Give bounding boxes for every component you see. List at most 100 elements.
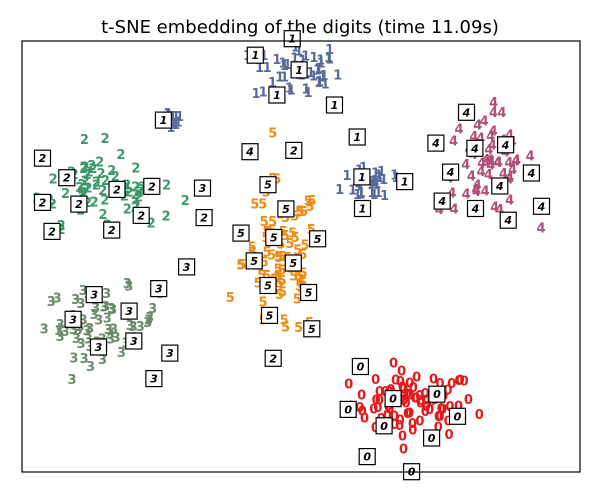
point-digit-1: 1 <box>357 186 366 201</box>
point-digit-4: 4 <box>504 156 513 171</box>
thumbnail-box <box>457 103 476 121</box>
point-digit-1: 1 <box>280 59 289 74</box>
thumbnail-digit-1: 1 <box>154 111 172 129</box>
point-digit-1: 1 <box>367 186 376 201</box>
point-digit-1: 1 <box>380 189 389 204</box>
thumbnail-label: 4 <box>501 139 510 152</box>
thumbnail-box <box>351 357 369 376</box>
point-digit-3: 3 <box>112 331 121 346</box>
point-digit-3: 3 <box>56 318 65 333</box>
point-digit-2: 2 <box>138 180 147 195</box>
point-digit-1: 1 <box>390 168 399 183</box>
thumbnail-box <box>283 30 301 48</box>
point-digit-5: 5 <box>250 197 259 212</box>
thumbnail-digit-0: 0 <box>428 385 446 403</box>
point-digit-2: 2 <box>81 161 90 176</box>
point-digit-2: 2 <box>81 175 90 190</box>
point-digit-3: 3 <box>108 303 117 318</box>
point-digit-4: 4 <box>505 193 514 208</box>
point-digit-1: 1 <box>324 51 333 66</box>
thumbnail-digit-5: 5 <box>277 200 295 218</box>
point-digit-2: 2 <box>116 148 125 163</box>
thumbnail-box <box>120 302 138 320</box>
point-digit-0: 0 <box>415 389 424 404</box>
point-digit-4: 4 <box>481 184 490 199</box>
thumbnail-digit-3: 3 <box>85 286 103 304</box>
thumbnail-label: 3 <box>166 347 174 360</box>
thumbnail-digit-0: 0 <box>375 417 393 435</box>
thumbnail-label: 2 <box>108 224 116 237</box>
thumbnail-box <box>232 224 250 242</box>
point-digit-4: 4 <box>505 129 514 144</box>
point-digit-0: 0 <box>443 383 452 398</box>
thumbnail-box <box>195 209 213 227</box>
point-digit-5: 5 <box>278 286 287 301</box>
point-digit-3: 3 <box>123 277 132 292</box>
point-digit-5: 5 <box>273 271 282 286</box>
thumbnail-digit-0: 0 <box>339 400 357 418</box>
point-digit-1: 1 <box>251 87 260 102</box>
point-digit-5: 5 <box>295 205 304 220</box>
thumbnail-box <box>33 193 52 211</box>
point-digit-1: 1 <box>325 52 334 67</box>
point-digit-4: 4 <box>488 138 497 153</box>
point-digit-1: 1 <box>314 62 323 77</box>
thumbnail-box <box>448 407 467 425</box>
point-digit-1: 1 <box>309 51 318 66</box>
thumbnail-label: 1 <box>273 89 281 102</box>
thumbnail-label: 2 <box>148 180 156 193</box>
point-digit-4: 4 <box>447 187 456 202</box>
point-digit-1: 1 <box>272 53 281 68</box>
thumbnail-label: 0 <box>428 432 436 445</box>
point-digit-3: 3 <box>105 328 114 343</box>
thumbnail-digit-1: 1 <box>283 30 301 48</box>
point-digit-0: 0 <box>399 394 408 409</box>
thumbnail-digit-5: 5 <box>259 176 277 194</box>
thumbnail-digit-2: 2 <box>33 149 52 167</box>
thumbnail-box <box>433 192 451 210</box>
point-digit-2: 2 <box>137 183 146 198</box>
point-digit-3: 3 <box>94 313 103 328</box>
thumbnail-digit-4: 4 <box>522 164 541 182</box>
thumbnail-digit-4: 4 <box>497 136 515 154</box>
point-digit-0: 0 <box>460 375 469 390</box>
thumbnail-label: 0 <box>433 388 441 401</box>
point-digit-2: 2 <box>92 176 101 191</box>
point-digit-3: 3 <box>61 325 70 340</box>
point-digit-0: 0 <box>355 401 364 416</box>
thumbnail-box <box>491 177 509 195</box>
thumbnail-box <box>268 86 286 104</box>
point-digit-1: 1 <box>263 61 272 76</box>
point-digit-3: 3 <box>79 313 88 328</box>
point-digit-3: 3 <box>67 373 76 388</box>
thumbnail-digit-5: 5 <box>259 276 277 295</box>
point-digit-5: 5 <box>262 269 271 284</box>
thumbnail-digit-5: 5 <box>265 228 283 247</box>
point-digit-3: 3 <box>144 314 153 329</box>
point-digit-3: 3 <box>40 323 49 338</box>
point-digit-3: 3 <box>90 308 99 323</box>
thumbnail-digit-3: 3 <box>125 332 143 350</box>
thumbnail-digit-3: 3 <box>161 344 179 362</box>
thumbnail-digit-1: 1 <box>353 199 372 218</box>
point-digit-0: 0 <box>447 377 456 392</box>
point-digit-3: 3 <box>86 360 95 375</box>
point-digit-5: 5 <box>285 237 294 252</box>
point-digit-5: 5 <box>277 264 286 279</box>
thumbnail-box <box>348 128 366 146</box>
point-digit-2: 2 <box>122 179 131 194</box>
point-digit-5: 5 <box>295 279 304 294</box>
point-digit-4: 4 <box>449 134 458 149</box>
point-digit-4: 4 <box>472 185 481 200</box>
point-digit-1: 1 <box>353 188 362 203</box>
thumbnail-digit-0: 0 <box>423 429 441 447</box>
thumbnail-box <box>178 258 196 276</box>
thumbnail-label: 3 <box>150 373 158 386</box>
thumbnail-box <box>358 448 376 466</box>
point-digit-5: 5 <box>226 291 235 306</box>
point-digit-3: 3 <box>126 319 135 334</box>
thumbnail-digit-2: 2 <box>264 349 282 367</box>
plot-frame <box>21 40 581 473</box>
point-digit-5: 5 <box>237 258 246 273</box>
